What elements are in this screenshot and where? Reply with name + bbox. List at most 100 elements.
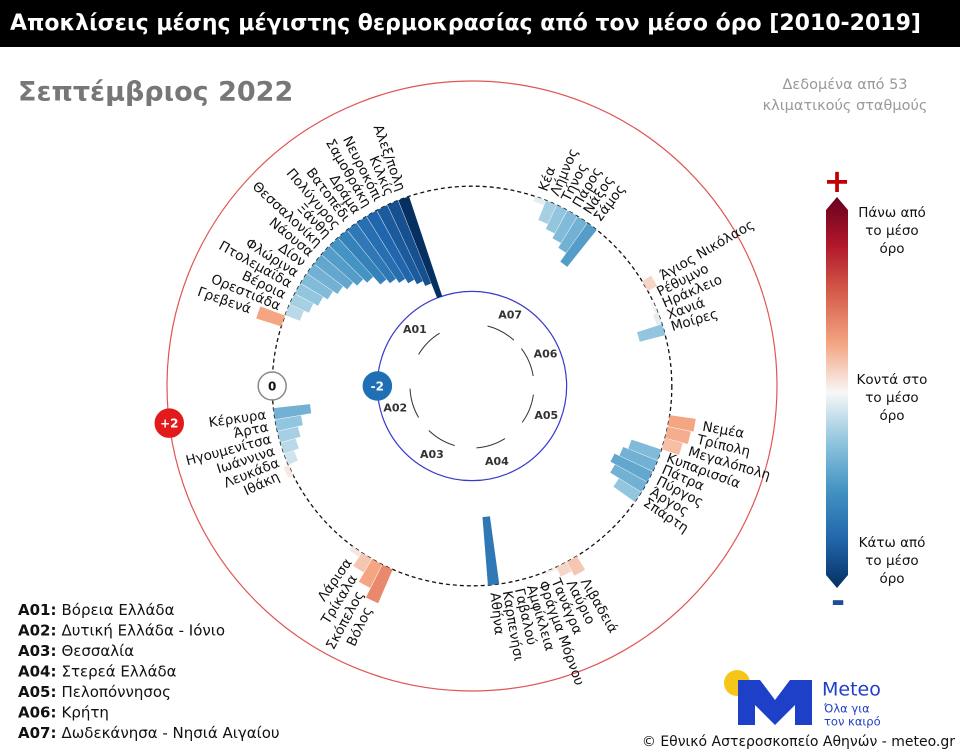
logo: Meteo Όλα για τον καιρό	[724, 670, 881, 729]
region-arc	[487, 325, 515, 341]
legend-code: A04:	[18, 662, 56, 680]
legend-code: A07:	[18, 724, 56, 742]
footer: © Εθνικό Αστεροσκοπείο Αθηνών - meteo.gr	[642, 734, 955, 750]
region-arc	[521, 394, 534, 423]
bar	[347, 223, 396, 284]
bar	[275, 415, 303, 432]
logo-mark	[738, 680, 812, 725]
chart-subtitle: Σεπτέμβριος 2022	[18, 77, 293, 108]
colorbar-label: το μέσο	[865, 223, 918, 239]
bar	[365, 564, 393, 604]
region-label: A05	[534, 409, 558, 422]
legend-name: Δωδεκάνησα - Νησιά Αιγαίου	[61, 724, 279, 742]
grid-circle	[271, 185, 673, 587]
bar	[560, 223, 597, 267]
bar	[610, 453, 653, 482]
legend-entry: A06: Κρήτη	[18, 703, 109, 721]
legend-entry: A01: Βόρεια Ελλάδα	[18, 601, 175, 619]
legend-name: Κρήτη	[61, 703, 108, 721]
region-label: A03	[420, 448, 444, 461]
bar	[613, 478, 642, 502]
station-label: Άρτα	[232, 419, 270, 442]
colorbar-label: Κάτω από	[859, 535, 926, 551]
colorbar-label: Κοντά στο	[857, 372, 928, 388]
tick-badge	[257, 371, 287, 401]
title-bar	[0, 0, 960, 47]
legend-code: A02:	[18, 621, 56, 639]
region-arc	[520, 348, 534, 377]
tick-label: -2	[371, 380, 384, 394]
bar	[356, 216, 406, 283]
tick-badge	[154, 408, 185, 438]
bar	[545, 567, 558, 575]
bar	[538, 200, 557, 225]
bar	[653, 312, 662, 326]
bar	[284, 450, 299, 465]
bar	[619, 446, 658, 472]
colorbar-label: όρο	[879, 408, 904, 424]
bar	[650, 302, 658, 314]
bar	[349, 545, 362, 557]
bar	[277, 426, 301, 443]
note: Δεδομένα από 53	[782, 77, 907, 93]
bar	[256, 306, 285, 327]
region-label: A01	[403, 323, 427, 336]
bar	[300, 273, 333, 300]
logo-name: Meteo	[822, 679, 881, 701]
legend-name: Πελοπόννησος	[61, 683, 170, 701]
bar	[294, 283, 323, 306]
tick-label: 0	[268, 380, 276, 394]
legend-code: A01:	[18, 601, 56, 619]
bar	[667, 415, 696, 432]
note: κλιματικούς σταθμούς	[763, 98, 928, 114]
region-label: A02	[383, 402, 407, 415]
tick-label: +2	[160, 417, 178, 431]
legend-code: A03:	[18, 642, 56, 660]
logo-tagline: τον καιρό	[824, 715, 881, 729]
bar	[387, 200, 432, 286]
logo-tagline: Όλα για	[823, 702, 870, 716]
legend-name: Θεσσαλία	[61, 642, 134, 660]
bar	[533, 196, 546, 206]
tick-badge	[362, 371, 393, 401]
station-label: Κέρκυρα	[208, 407, 268, 431]
bar	[289, 293, 314, 313]
chart-title: Αποκλίσεις μέσης μέγιστης θερμοκρασίας α…	[10, 11, 921, 36]
legend-entry: A04: Στερεά Ελλάδα	[18, 662, 177, 680]
bar	[283, 465, 294, 478]
grid-circle	[166, 80, 778, 692]
region-label: A07	[498, 309, 522, 322]
bar	[552, 210, 578, 244]
colorbar-label: Πάνω από	[858, 205, 925, 221]
bar	[642, 275, 658, 292]
colorbar	[826, 197, 848, 588]
legend-name: Βόρεια Ελλάδα	[61, 601, 174, 619]
bar	[307, 263, 343, 294]
legend-code: A05:	[18, 683, 56, 701]
bar	[566, 556, 586, 576]
station-label: Νεμέα	[701, 419, 745, 442]
bar	[358, 558, 383, 588]
legend-entry: A02: Δυτική Ελλάδα - Ιόνιο	[18, 621, 225, 639]
bar	[280, 438, 299, 454]
legend-entry: A03: Θεσσαλία	[18, 642, 134, 660]
legend-entry: A07: Δωδεκάνησα - Νησιά Αιγαίου	[18, 724, 280, 742]
legend-name: Δυτική Ελλάδα - Ιόνιο	[61, 621, 225, 639]
bar	[376, 205, 423, 285]
colorbar-plus: +	[824, 162, 851, 200]
bar	[285, 304, 304, 321]
region-label: A04	[485, 455, 509, 468]
region-arc	[428, 430, 455, 447]
colorbar-label: όρο	[879, 241, 904, 257]
bar	[661, 438, 683, 456]
bar	[314, 254, 353, 290]
bar	[366, 210, 415, 284]
region-label: A06	[534, 347, 558, 360]
bar	[329, 237, 374, 283]
bar	[398, 196, 443, 299]
legend-code: A06:	[18, 703, 56, 721]
bar	[610, 464, 648, 492]
colorbar-label: το μέσο	[865, 553, 918, 569]
bar	[273, 404, 312, 420]
